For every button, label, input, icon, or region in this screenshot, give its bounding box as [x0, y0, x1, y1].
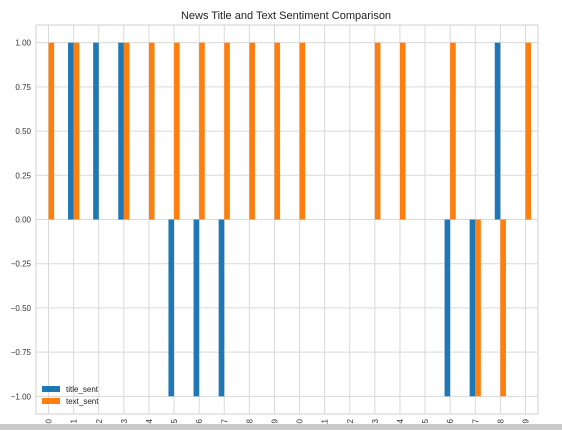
x-tick-label: 7 [471, 418, 480, 423]
x-tick-label: 1 [70, 418, 79, 423]
bar-text_sent [249, 42, 255, 220]
x-tick-label: 3 [120, 418, 129, 423]
x-tick-label: 5 [170, 418, 179, 423]
axes: 1.00 0.75 0.50 0.25 0.00 −0.25 −0.50 −0.75 −1.00… [11, 39, 531, 428]
bar-text_sent [450, 42, 456, 220]
x-tick-label: 3 [371, 418, 380, 423]
y-tick-label: −0.50 [11, 304, 32, 313]
x-tick-label: 9 [521, 418, 530, 423]
x-tick-label: 8 [245, 418, 254, 423]
y-tick-label: 0.25 [15, 171, 31, 180]
bar-text_sent [224, 42, 230, 220]
bar-title_sent [68, 42, 74, 220]
bar-text_sent [525, 42, 532, 220]
bar-text_sent [299, 42, 306, 220]
legend-swatch [42, 398, 60, 404]
grid [35, 24, 539, 415]
bar-text_sent [500, 219, 506, 397]
bar-text_sent [48, 42, 55, 220]
bar-title_sent [168, 219, 175, 397]
bar-title_sent [193, 219, 200, 397]
window-bottom-edge [0, 424, 562, 430]
x-tick-label: 6 [446, 418, 455, 423]
bar-title_sent [218, 219, 225, 397]
bar-title_sent [118, 42, 124, 220]
x-tick-label: 7 [220, 418, 229, 423]
bar-text_sent [274, 42, 281, 220]
x-tick-label: 4 [145, 418, 154, 423]
x-tick-label: 4 [396, 418, 405, 423]
x-tick-label: 5 [421, 418, 430, 423]
legend-swatch [42, 386, 60, 392]
bars [48, 42, 532, 397]
x-tick-label: 2 [346, 418, 355, 423]
y-tick-label: 1.00 [15, 39, 31, 48]
y-tick-label: 0.50 [15, 127, 31, 136]
x-tick-label: 2 [95, 418, 104, 423]
bar-text_sent [399, 42, 406, 220]
bar-text_sent [174, 42, 180, 220]
y-tick-label: 0.00 [15, 216, 31, 225]
y-tick-label: 0.75 [15, 83, 31, 92]
bar-title_sent [469, 219, 476, 397]
y-tick-label: −1.00 [11, 392, 32, 401]
legend: title_sent text_sent [42, 385, 99, 406]
bar-text_sent [148, 42, 155, 220]
x-tick-label: 0 [45, 418, 54, 423]
x-tick-label: 11 [321, 418, 330, 427]
chart-title: News Title and Text Sentiment Comparison [181, 10, 391, 22]
bar-title_sent [444, 219, 451, 397]
x-tick-label: 0 [296, 418, 305, 423]
bar-title_sent [494, 42, 501, 220]
x-tick-label: 6 [195, 418, 204, 423]
bar-text_sent [123, 42, 130, 220]
y-tick-label: −0.75 [11, 348, 32, 357]
bar-title_sent [93, 42, 99, 220]
bar-text_sent [73, 42, 80, 220]
legend-label: text_sent [66, 397, 99, 406]
bar-text_sent [475, 219, 481, 397]
x-tick-label: 9 [270, 418, 279, 423]
legend-label: title_sent [66, 385, 99, 394]
bar-text_sent [374, 42, 381, 220]
x-tick-label: 8 [496, 418, 505, 423]
y-tick-label: −0.25 [11, 260, 32, 269]
bar-text_sent [199, 42, 205, 220]
